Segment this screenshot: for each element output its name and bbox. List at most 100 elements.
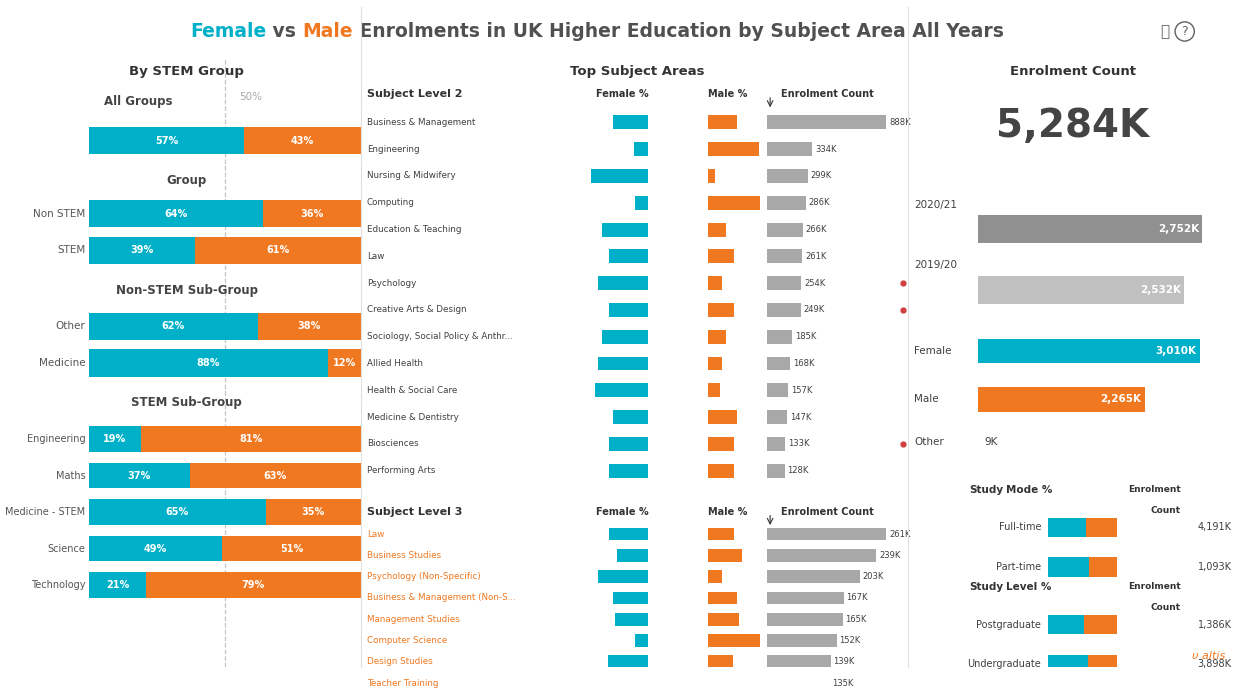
Text: 261K: 261K bbox=[889, 530, 911, 539]
Bar bbox=[1086, 517, 1117, 537]
Text: 249K: 249K bbox=[804, 305, 825, 314]
Bar bbox=[610, 464, 648, 477]
Bar bbox=[768, 410, 787, 424]
Bar bbox=[610, 303, 648, 317]
Bar bbox=[328, 350, 361, 376]
Bar bbox=[708, 464, 734, 477]
Bar bbox=[978, 338, 1199, 363]
Bar bbox=[612, 410, 648, 424]
Bar bbox=[636, 634, 648, 647]
Bar bbox=[708, 330, 726, 344]
Text: 57%: 57% bbox=[154, 136, 178, 146]
Text: Count: Count bbox=[1151, 506, 1181, 515]
Bar bbox=[768, 677, 829, 688]
Text: Female %: Female % bbox=[596, 89, 648, 99]
Bar bbox=[90, 499, 266, 525]
Text: Technology: Technology bbox=[31, 580, 86, 590]
Bar bbox=[708, 276, 723, 290]
Text: 3,010K: 3,010K bbox=[1156, 346, 1197, 356]
Bar bbox=[141, 427, 361, 452]
Text: Medicine - STEM: Medicine - STEM bbox=[5, 507, 86, 517]
Bar bbox=[978, 215, 1202, 243]
Text: 2,265K: 2,265K bbox=[1101, 394, 1142, 405]
Text: Mode %: Mode % bbox=[1006, 484, 1052, 495]
Text: Biosciences: Biosciences bbox=[367, 440, 418, 449]
Bar bbox=[708, 570, 723, 583]
Bar bbox=[768, 356, 790, 371]
Text: Business & Management: Business & Management bbox=[367, 118, 475, 127]
Text: 65%: 65% bbox=[165, 507, 189, 517]
Text: 3,898K: 3,898K bbox=[1198, 659, 1232, 669]
Text: Male %: Male % bbox=[708, 506, 748, 517]
Bar bbox=[90, 127, 244, 154]
Bar bbox=[768, 656, 831, 668]
Bar bbox=[258, 312, 361, 340]
Text: 239K: 239K bbox=[880, 551, 901, 560]
Text: 38%: 38% bbox=[297, 321, 321, 332]
Bar bbox=[768, 570, 860, 583]
Bar bbox=[708, 303, 734, 317]
Bar bbox=[978, 387, 1144, 411]
Text: Postgraduate: Postgraduate bbox=[977, 620, 1041, 630]
Bar bbox=[708, 613, 739, 625]
Text: 139K: 139K bbox=[833, 657, 855, 667]
Text: 4,191K: 4,191K bbox=[1198, 522, 1232, 533]
Bar bbox=[615, 613, 648, 625]
Text: Engineering: Engineering bbox=[27, 434, 86, 444]
Bar bbox=[708, 169, 715, 183]
Text: 135K: 135K bbox=[832, 678, 853, 688]
Bar bbox=[768, 437, 785, 451]
Bar bbox=[189, 463, 361, 488]
Bar bbox=[1084, 615, 1117, 634]
Text: 185K: 185K bbox=[795, 332, 816, 341]
Text: ⓘ: ⓘ bbox=[1159, 24, 1169, 39]
Text: 157K: 157K bbox=[791, 386, 812, 395]
Text: 168K: 168K bbox=[792, 359, 814, 368]
Text: Other: Other bbox=[56, 321, 86, 332]
Text: Engineering: Engineering bbox=[367, 144, 419, 153]
Bar bbox=[195, 237, 361, 264]
Text: 133K: 133K bbox=[787, 440, 810, 449]
Text: 1,093K: 1,093K bbox=[1198, 562, 1232, 572]
Text: 299K: 299K bbox=[810, 171, 831, 180]
Bar bbox=[768, 528, 887, 540]
Text: Business & Management (Non-S...: Business & Management (Non-S... bbox=[367, 594, 515, 603]
Bar bbox=[768, 116, 887, 129]
Text: Education & Teaching: Education & Teaching bbox=[367, 225, 462, 234]
Text: Psychology: Psychology bbox=[367, 279, 417, 288]
Bar bbox=[708, 116, 738, 129]
Text: 39%: 39% bbox=[131, 246, 154, 255]
Text: Science: Science bbox=[47, 544, 86, 554]
Text: Female: Female bbox=[914, 346, 952, 356]
Bar bbox=[708, 677, 733, 688]
Bar bbox=[978, 276, 1184, 303]
Bar bbox=[602, 223, 648, 237]
Text: Non STEM: Non STEM bbox=[34, 208, 86, 219]
Text: Medicine & Dentistry: Medicine & Dentistry bbox=[367, 413, 459, 422]
Text: Enrolments in UK Higher Education by Subject Area All Years: Enrolments in UK Higher Education by Sub… bbox=[353, 22, 1004, 41]
Text: Computer Science: Computer Science bbox=[367, 636, 447, 645]
Text: Performing Arts: Performing Arts bbox=[367, 466, 435, 475]
Text: 2019/20: 2019/20 bbox=[914, 261, 958, 270]
Text: 286K: 286K bbox=[809, 198, 830, 207]
Text: 334K: 334K bbox=[815, 144, 836, 153]
Bar bbox=[708, 656, 733, 668]
Bar bbox=[708, 383, 719, 397]
Bar bbox=[90, 536, 223, 561]
Text: Creative Arts & Design: Creative Arts & Design bbox=[367, 305, 466, 314]
Text: Count: Count bbox=[1151, 603, 1181, 612]
Bar bbox=[612, 116, 648, 129]
Text: 128K: 128K bbox=[787, 466, 809, 475]
Bar bbox=[708, 528, 734, 540]
Text: Allied Health: Allied Health bbox=[367, 359, 423, 368]
Text: 49%: 49% bbox=[144, 544, 167, 554]
Text: 9K: 9K bbox=[984, 437, 998, 447]
Text: Enrolment: Enrolment bbox=[1128, 582, 1181, 591]
Text: Male: Male bbox=[914, 394, 939, 405]
Text: Enrolment Count: Enrolment Count bbox=[780, 89, 873, 99]
Text: Enrolment Count: Enrolment Count bbox=[780, 506, 873, 517]
Text: Business Studies: Business Studies bbox=[367, 551, 442, 560]
Text: 152K: 152K bbox=[840, 636, 861, 645]
Text: 81%: 81% bbox=[239, 434, 262, 444]
Bar bbox=[768, 330, 792, 344]
